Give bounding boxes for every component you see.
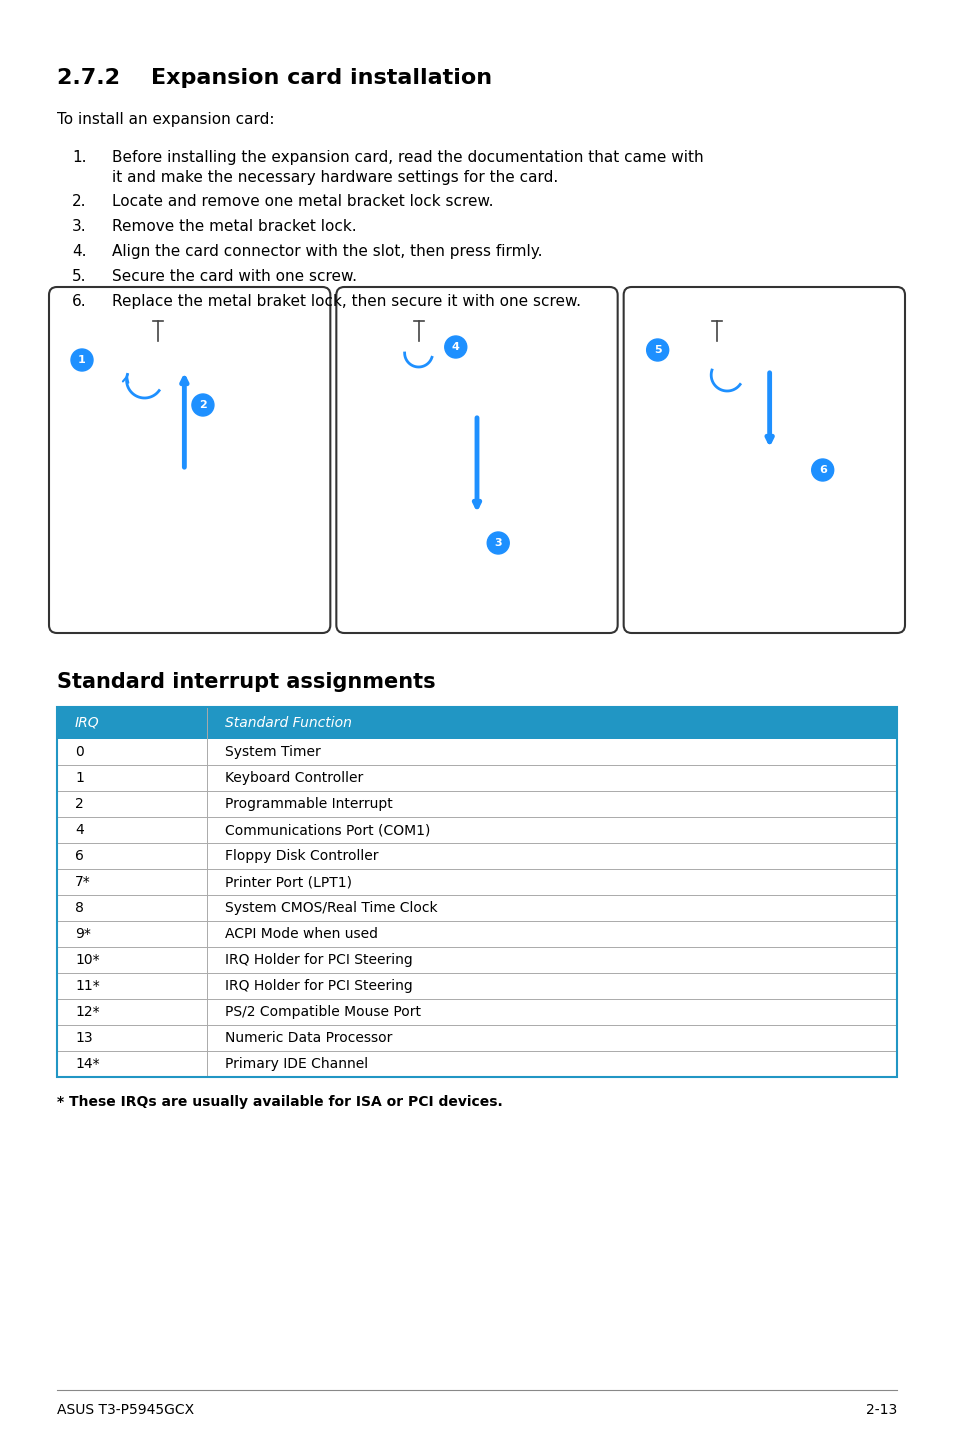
Circle shape xyxy=(192,394,213,416)
Bar xyxy=(57,948,896,974)
Text: Replace the metal braket lock, then secure it with one screw.: Replace the metal braket lock, then secu… xyxy=(112,293,580,309)
Bar xyxy=(57,974,896,999)
Text: Programmable Interrupt: Programmable Interrupt xyxy=(225,797,393,811)
Text: 6: 6 xyxy=(818,464,826,475)
Text: To install an expansion card:: To install an expansion card: xyxy=(57,112,274,127)
Text: * These IRQs are usually available for ISA or PCI devices.: * These IRQs are usually available for I… xyxy=(57,1094,502,1109)
Text: PS/2 Compatible Mouse Port: PS/2 Compatible Mouse Port xyxy=(225,1005,420,1020)
Text: 1: 1 xyxy=(78,355,86,365)
Text: IRQ Holder for PCI Steering: IRQ Holder for PCI Steering xyxy=(225,979,413,994)
Text: IRQ Holder for PCI Steering: IRQ Holder for PCI Steering xyxy=(225,953,413,966)
Text: ACPI Mode when used: ACPI Mode when used xyxy=(225,928,377,940)
Bar xyxy=(57,869,896,894)
Text: 4: 4 xyxy=(452,342,459,352)
Circle shape xyxy=(487,532,509,554)
Text: Floppy Disk Controller: Floppy Disk Controller xyxy=(225,848,378,863)
Text: Standard interrupt assignments: Standard interrupt assignments xyxy=(57,672,436,692)
Bar xyxy=(57,920,896,948)
Text: System Timer: System Timer xyxy=(225,745,320,759)
Bar xyxy=(57,707,896,739)
Bar xyxy=(57,791,896,817)
Circle shape xyxy=(811,459,833,480)
Bar xyxy=(57,1051,896,1077)
FancyBboxPatch shape xyxy=(336,288,617,633)
Text: Communications Port (COM1): Communications Port (COM1) xyxy=(225,823,430,837)
Bar xyxy=(57,843,896,869)
Text: 12*: 12* xyxy=(75,1005,99,1020)
Text: 2.7.2    Expansion card installation: 2.7.2 Expansion card installation xyxy=(57,68,492,88)
Bar xyxy=(57,765,896,791)
Text: 2.: 2. xyxy=(71,194,87,209)
Bar xyxy=(57,999,896,1025)
Bar xyxy=(57,739,896,765)
Text: 13: 13 xyxy=(75,1031,92,1045)
Text: 10*: 10* xyxy=(75,953,99,966)
Text: 11*: 11* xyxy=(75,979,100,994)
Text: Standard Function: Standard Function xyxy=(225,716,352,731)
Text: 3.: 3. xyxy=(71,219,87,234)
Text: Secure the card with one screw.: Secure the card with one screw. xyxy=(112,269,356,283)
Text: 2: 2 xyxy=(75,797,84,811)
Text: Numeric Data Processor: Numeric Data Processor xyxy=(225,1031,392,1045)
Bar xyxy=(57,894,896,920)
Text: 0: 0 xyxy=(75,745,84,759)
Circle shape xyxy=(646,339,668,361)
FancyBboxPatch shape xyxy=(49,288,330,633)
Circle shape xyxy=(444,336,466,358)
Text: System CMOS/Real Time Clock: System CMOS/Real Time Clock xyxy=(225,902,437,915)
Text: 4: 4 xyxy=(75,823,84,837)
Text: 1: 1 xyxy=(75,771,84,785)
Text: 2: 2 xyxy=(199,400,207,410)
Text: Locate and remove one metal bracket lock screw.: Locate and remove one metal bracket lock… xyxy=(112,194,493,209)
Bar xyxy=(57,1025,896,1051)
Text: 7*: 7* xyxy=(75,874,91,889)
Text: 1.: 1. xyxy=(71,150,87,165)
Text: Align the card connector with the slot, then press firmly.: Align the card connector with the slot, … xyxy=(112,244,542,259)
Text: Before installing the expansion card, read the documentation that came with
it a: Before installing the expansion card, re… xyxy=(112,150,703,186)
Text: 9*: 9* xyxy=(75,928,91,940)
Text: Printer Port (LPT1): Printer Port (LPT1) xyxy=(225,874,352,889)
Text: 14*: 14* xyxy=(75,1057,99,1071)
Text: 2-13: 2-13 xyxy=(864,1403,896,1416)
Text: 4.: 4. xyxy=(71,244,87,259)
Text: Remove the metal bracket lock.: Remove the metal bracket lock. xyxy=(112,219,356,234)
Text: 5: 5 xyxy=(653,345,660,355)
Circle shape xyxy=(71,349,92,371)
Text: 6.: 6. xyxy=(71,293,87,309)
FancyBboxPatch shape xyxy=(623,288,904,633)
Text: Keyboard Controller: Keyboard Controller xyxy=(225,771,363,785)
Text: 8: 8 xyxy=(75,902,84,915)
Text: 6: 6 xyxy=(75,848,84,863)
Text: Primary IDE Channel: Primary IDE Channel xyxy=(225,1057,368,1071)
Text: 3: 3 xyxy=(494,538,501,548)
Text: IRQ: IRQ xyxy=(75,716,99,731)
Bar xyxy=(57,817,896,843)
Bar xyxy=(57,707,896,1077)
Text: ASUS T3-P5945GCX: ASUS T3-P5945GCX xyxy=(57,1403,193,1416)
Text: 5.: 5. xyxy=(71,269,87,283)
